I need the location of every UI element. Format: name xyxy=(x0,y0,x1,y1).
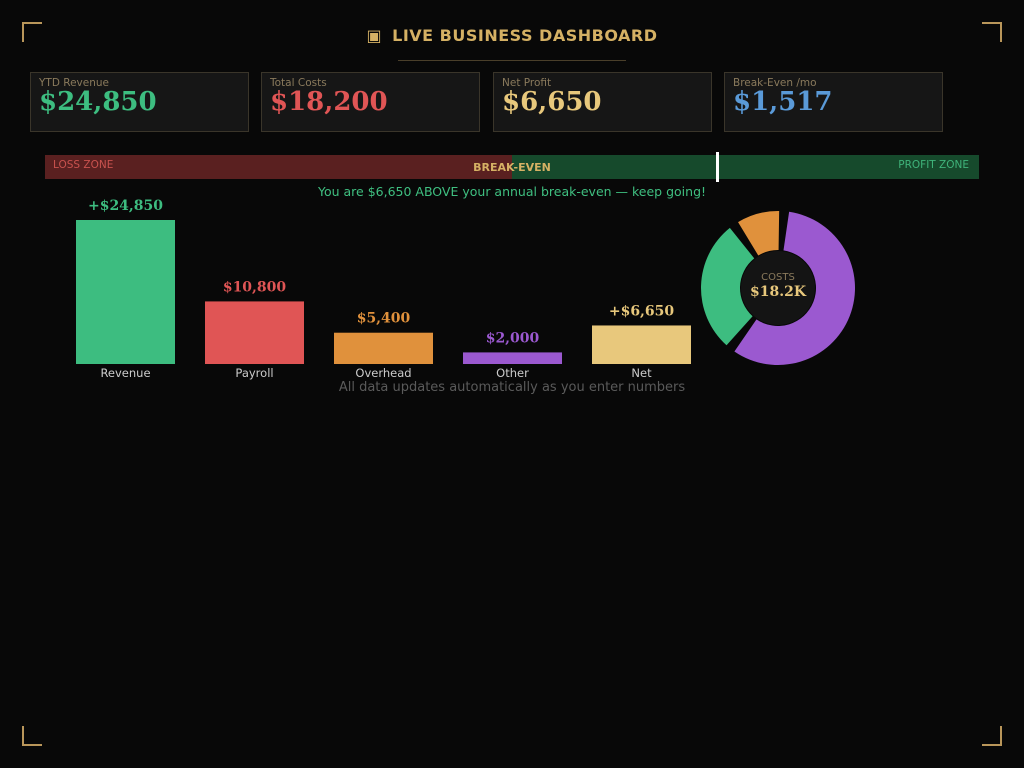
kpi-value: $18,200 xyxy=(270,87,388,117)
current-position-marker xyxy=(716,152,719,182)
corner-top-left xyxy=(22,22,42,42)
footer-note: All data updates automatically as you en… xyxy=(338,380,686,395)
donut-slice-other xyxy=(738,211,780,256)
break-even-zone-bar: LOSS ZONE PROFIT ZONE BREAK-EVEN xyxy=(45,152,979,182)
bar-payroll xyxy=(205,301,304,364)
bar-value-label: $10,800 xyxy=(223,279,287,295)
break-even-message: You are $6,650 ABOVE your annual break-e… xyxy=(317,184,707,199)
chart-area: +$24,850 Revenue $10,800 Payroll $5,400 Overh… xyxy=(76,198,856,380)
kpi-label: Total Costs xyxy=(270,77,327,89)
bar-category-label: Net xyxy=(631,366,652,380)
corner-top-right xyxy=(982,22,1002,42)
kpi-value: $6,650 xyxy=(502,87,602,117)
kpi-label: Break-Even /mo xyxy=(733,77,817,89)
corner-bottom-left xyxy=(22,726,42,746)
bar-value-label: $2,000 xyxy=(486,330,540,346)
bar-category-label: Payroll xyxy=(235,366,273,380)
kpi-net-profit: Net Profit $6,650 xyxy=(493,72,712,132)
profit-zone-label: PROFIT ZONE xyxy=(898,159,969,171)
kpi-total-costs: Total Costs $18,200 xyxy=(261,72,480,132)
profit-zone xyxy=(512,155,979,179)
page-title: LIVE BUSINESS DASHBOARD xyxy=(392,26,658,45)
bar-net xyxy=(592,325,691,364)
corner-bottom-right xyxy=(982,726,1002,746)
kpi-label: YTD Revenue xyxy=(39,77,109,89)
break-even-label: BREAK-EVEN xyxy=(473,161,551,174)
bar-value-label: +$6,650 xyxy=(609,303,675,319)
donut-center-value: $18.2K xyxy=(750,284,807,300)
loss-zone xyxy=(45,155,512,179)
bar-category-label: Other xyxy=(496,366,529,380)
bar-revenue xyxy=(76,220,175,364)
kpi-ytd-revenue: YTD Revenue $24,850 xyxy=(30,72,249,132)
donut-slice-overhead xyxy=(701,227,755,346)
bar-other xyxy=(463,352,562,364)
kpi-value: $1,517 xyxy=(733,87,833,117)
kpi-value: $24,850 xyxy=(39,87,157,117)
bar-overhead xyxy=(334,332,433,364)
donut-center xyxy=(741,251,815,325)
donut-slice-payroll xyxy=(734,211,856,365)
kpi-break-even: Break-Even /mo $1,517 xyxy=(724,72,943,132)
kpi-label: Net Profit xyxy=(502,77,552,89)
bar-value-label: +$24,850 xyxy=(88,198,163,214)
bar-category-label: Revenue xyxy=(100,366,150,380)
donut-center-label: COSTS xyxy=(761,272,795,283)
header-divider xyxy=(398,60,626,61)
dashboard-icon: ▣ xyxy=(366,26,383,45)
bar-category-label: Overhead xyxy=(355,366,411,380)
dashboard-header: ▣ LIVE BUSINESS DASHBOARD xyxy=(0,26,1024,45)
loss-zone-label: LOSS ZONE xyxy=(53,159,114,171)
bar-value-label: $5,400 xyxy=(357,311,411,327)
